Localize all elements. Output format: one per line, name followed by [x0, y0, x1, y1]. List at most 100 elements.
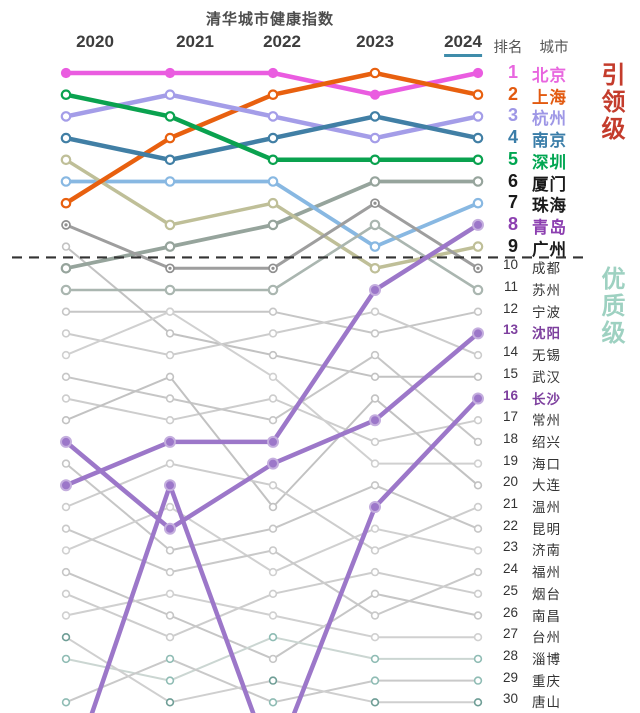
city-name: 重庆 [532, 673, 561, 689]
marker-昆明 [370, 481, 380, 490]
series-line-沈阳 [63, 331, 481, 531]
marker-淄博 [165, 676, 175, 685]
city-name: 上海 [532, 88, 567, 107]
marker-沈阳 [60, 435, 72, 448]
city-name: 武汉 [532, 369, 561, 385]
marker-温州 [473, 502, 483, 512]
year-label-2021[interactable]: 2021 [176, 32, 214, 51]
marker-南京 [472, 132, 484, 144]
marker-厦门 [60, 262, 72, 274]
marker-杭州 [472, 111, 484, 122]
marker-杭州 [164, 89, 176, 100]
series-line-济南 [65, 506, 479, 574]
marker-重庆 [165, 654, 175, 664]
page-title: 清华城市健康指数 [205, 11, 334, 28]
city-name: 台州 [532, 630, 561, 646]
city-name: 福州 [532, 565, 561, 581]
marker-温州 [61, 502, 71, 512]
marker-沈阳 [164, 522, 176, 535]
year-label-2020[interactable]: 2020 [76, 32, 114, 51]
marker-厦门 [472, 176, 484, 187]
marker-宁波 [370, 329, 380, 338]
rank-number: 30 [502, 691, 518, 707]
rank-number: 27 [502, 626, 518, 642]
marker-台州 [61, 611, 71, 620]
marker-南京 [267, 132, 279, 144]
marker-青岛 [60, 479, 72, 492]
marker-常州 [473, 416, 483, 425]
city-name: 青岛 [532, 218, 567, 237]
marker-绍兴 [268, 416, 278, 425]
marker-武汉 [61, 242, 71, 251]
rank-number: 18 [502, 430, 518, 446]
city-name: 济南 [532, 543, 561, 559]
marker-上海 [60, 197, 72, 209]
marker-苏州 [164, 284, 176, 296]
city-name: 烟台 [532, 586, 561, 602]
city-name: 常州 [532, 413, 561, 429]
marker-南昌 [165, 611, 175, 620]
marker-深圳 [60, 89, 72, 100]
marker-成都 [271, 266, 275, 270]
marker-宁波 [61, 307, 71, 316]
marker-福州 [370, 611, 380, 620]
marker-深圳 [472, 154, 484, 166]
marker-长沙 [472, 392, 484, 405]
marker-淄博 [61, 654, 71, 664]
marker-南京 [164, 154, 176, 166]
rank-number: 29 [502, 669, 518, 685]
marker-唐山 [165, 698, 175, 707]
rank-number: 20 [502, 474, 518, 490]
marker-武汉 [268, 350, 278, 360]
rank-number: 17 [502, 409, 518, 425]
marker-常州 [370, 437, 380, 447]
city-name: 淄博 [532, 651, 561, 667]
marker-常州 [61, 394, 71, 403]
marker-苏州 [369, 219, 381, 231]
marker-烟台 [61, 589, 71, 598]
marker-济南 [370, 524, 380, 533]
marker-北京 [472, 67, 484, 79]
marker-上海 [267, 89, 279, 100]
city-column-header: 城市 [539, 40, 569, 56]
marker-唐山 [268, 676, 278, 685]
marker-南昌 [61, 567, 71, 577]
rank-number: 11 [503, 279, 518, 294]
marker-烟台 [473, 589, 483, 598]
marker-福州 [165, 567, 175, 577]
city-name: 成都 [532, 261, 561, 277]
city-name: 杭州 [532, 110, 567, 129]
year-label-2023[interactable]: 2023 [356, 32, 394, 51]
marker-成都 [476, 266, 480, 270]
marker-苏州 [60, 284, 72, 296]
marker-青岛 [472, 218, 484, 231]
marker-北京 [60, 67, 72, 79]
marker-深圳 [164, 111, 176, 122]
rank-number: 8 [507, 213, 518, 234]
marker-绍兴 [473, 437, 483, 447]
rank-number: 19 [502, 452, 518, 468]
marker-长沙 [369, 501, 381, 513]
marker-常州 [165, 416, 175, 425]
marker-南京 [369, 111, 381, 122]
marker-广州 [472, 241, 484, 252]
city-name: 珠海 [532, 197, 567, 216]
city-name: 广州 [532, 240, 567, 259]
city-name: 北京 [532, 67, 567, 85]
marker-温州 [165, 459, 175, 468]
marker-重庆 [473, 676, 483, 685]
marker-无锡 [473, 350, 483, 360]
marker-南昌 [268, 654, 278, 664]
city-name: 苏州 [532, 283, 561, 298]
marker-温州 [370, 546, 380, 555]
marker-绍兴 [165, 394, 175, 403]
marker-无锡 [268, 329, 278, 338]
marker-海口 [268, 372, 278, 381]
city-name: 绍兴 [532, 434, 561, 450]
year-label-2022[interactable]: 2022 [263, 32, 301, 51]
marker-成都 [64, 223, 68, 227]
marker-温州 [268, 481, 278, 490]
year-label-2024[interactable]: 2024 [444, 32, 482, 57]
marker-大连 [61, 416, 71, 425]
